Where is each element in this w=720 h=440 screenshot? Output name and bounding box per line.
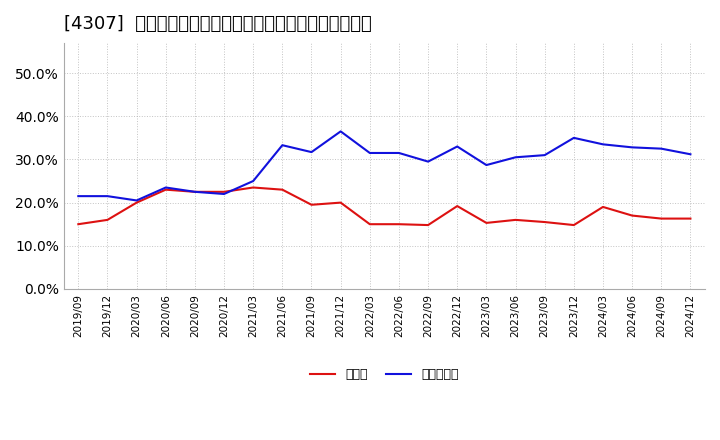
現預金 [657, 216, 665, 221]
Line: 現預金: 現預金 [78, 187, 690, 225]
有利子負債 [307, 150, 316, 155]
Legend: 現預金, 有利子負債: 現預金, 有利子負債 [305, 363, 464, 386]
現預金 [249, 185, 258, 190]
現預金 [453, 203, 462, 209]
有利子負債 [657, 146, 665, 151]
現預金 [74, 222, 83, 227]
有利子負債 [395, 150, 403, 156]
有利子負債 [103, 194, 112, 199]
現預金 [103, 217, 112, 223]
有利子負債 [686, 152, 695, 157]
有利子負債 [511, 154, 520, 160]
現預金 [191, 189, 199, 194]
有利子負債 [74, 194, 83, 199]
Line: 有利子負債: 有利子負債 [78, 132, 690, 201]
有利子負債 [598, 142, 607, 147]
Text: [4307]  現預金、有利子負債の総資産に対する比率の推移: [4307] 現預金、有利子負債の総資産に対する比率の推移 [64, 15, 372, 33]
現預金 [686, 216, 695, 221]
現預金 [570, 223, 578, 228]
有利子負債 [336, 129, 345, 134]
有利子負債 [161, 185, 170, 190]
有利子負債 [249, 178, 258, 183]
現預金 [366, 222, 374, 227]
有利子負債 [482, 162, 491, 168]
現預金 [132, 200, 141, 205]
現預金 [220, 189, 228, 194]
現預金 [395, 222, 403, 227]
有利子負債 [278, 143, 287, 148]
現預金 [541, 220, 549, 225]
現預金 [161, 187, 170, 192]
現預金 [336, 200, 345, 205]
現預金 [307, 202, 316, 207]
有利子負債 [541, 153, 549, 158]
有利子負債 [453, 144, 462, 149]
現預金 [628, 213, 636, 218]
現預金 [511, 217, 520, 223]
現預金 [598, 204, 607, 209]
有利子負債 [191, 189, 199, 194]
有利子負債 [628, 145, 636, 150]
有利子負債 [132, 198, 141, 203]
有利子負債 [570, 135, 578, 140]
有利子負債 [424, 159, 433, 164]
現預金 [482, 220, 491, 226]
有利子負債 [220, 191, 228, 197]
現預金 [278, 187, 287, 192]
現預金 [424, 223, 433, 228]
有利子負債 [366, 150, 374, 156]
